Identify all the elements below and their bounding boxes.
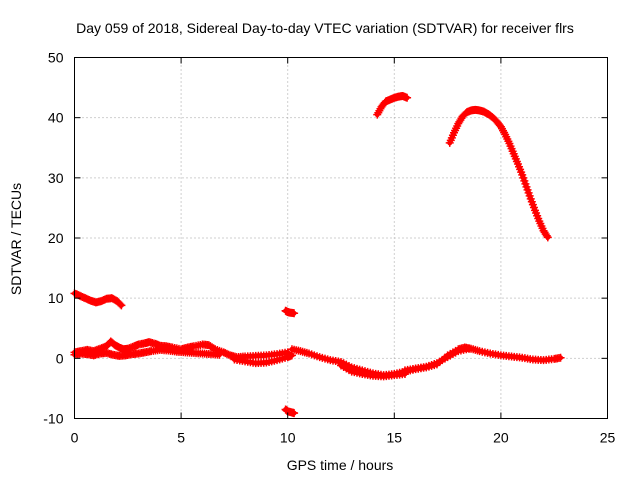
series-arc-low-3 xyxy=(230,351,296,368)
series-arc-high-2 xyxy=(445,105,552,242)
x-tick-label: 25 xyxy=(600,430,616,446)
x-tick-label: 5 xyxy=(177,430,185,446)
y-tick-label: 40 xyxy=(48,110,64,126)
data-point xyxy=(542,231,551,240)
series-arc-high-1 xyxy=(373,92,412,119)
x-tick-label: 0 xyxy=(71,430,79,446)
series-arc-early xyxy=(70,289,126,310)
series-arc-low-6 xyxy=(400,344,473,375)
data-point xyxy=(290,409,299,418)
y-tick-label: -10 xyxy=(43,411,63,427)
y-tick-label: 50 xyxy=(48,50,64,66)
data-point xyxy=(116,300,125,309)
ticks: 0 5 10 15 20 25 -10 0 10 20 30 40 50 xyxy=(43,50,615,446)
chart-title: Day 059 of 2018, Sidereal Day-to-day VTE… xyxy=(76,20,574,36)
x-tick-label: 10 xyxy=(280,430,296,446)
y-tick-label: 0 xyxy=(56,350,64,366)
x-tick-label: 15 xyxy=(387,430,403,446)
series-arc-low-2 xyxy=(70,345,224,360)
data-point xyxy=(556,353,565,362)
y-tick-label: 10 xyxy=(48,290,64,306)
data-point xyxy=(290,309,299,318)
data-point xyxy=(543,233,552,242)
x-axis-label: GPS time / hours xyxy=(287,457,394,473)
x-tick-label: 20 xyxy=(493,430,509,446)
data-point xyxy=(403,93,412,102)
y-tick-label: 20 xyxy=(48,230,64,246)
series-arc-low-4 xyxy=(287,343,565,380)
data-point xyxy=(464,344,473,353)
series-arc-short-2 xyxy=(281,405,299,418)
y-axis-label: SDTVAR / TECUs xyxy=(8,183,24,295)
data-series xyxy=(70,92,565,418)
series-arc-short-1 xyxy=(281,306,299,318)
data-point xyxy=(215,350,224,359)
data-point xyxy=(117,301,126,310)
y-tick-label: 30 xyxy=(48,170,64,186)
series-arc-low-5 xyxy=(337,361,409,381)
